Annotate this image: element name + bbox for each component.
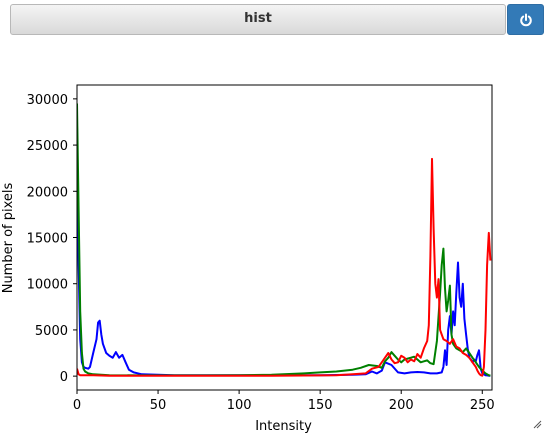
y-axis-label: Number of pixels — [1, 182, 16, 293]
x-tick-label: 150 — [308, 398, 333, 413]
close-figure-button[interactable] — [507, 4, 544, 35]
x-tick-label: 50 — [150, 398, 167, 413]
window-title-bar: hist — [10, 4, 506, 35]
y-tick-label: 25000 — [27, 139, 68, 154]
x-tick-label: 0 — [73, 398, 81, 413]
x-axis-label: Intensity — [255, 419, 312, 434]
series-line-2 — [77, 157, 492, 377]
y-tick-label: 5000 — [35, 324, 68, 339]
x-tick-label: 250 — [470, 398, 495, 413]
window-title: hist — [244, 11, 272, 26]
y-tick-label: 10000 — [27, 278, 68, 293]
y-tick-label: 15000 — [27, 232, 68, 247]
resize-grip-icon[interactable] — [533, 420, 542, 429]
y-tick-label: 30000 — [27, 93, 68, 108]
x-tick-label: 200 — [389, 398, 414, 413]
power-icon — [520, 13, 532, 27]
y-tick-label: 0 — [60, 370, 68, 385]
x-tick-label: 100 — [227, 398, 252, 413]
y-tick-label: 20000 — [27, 185, 68, 200]
